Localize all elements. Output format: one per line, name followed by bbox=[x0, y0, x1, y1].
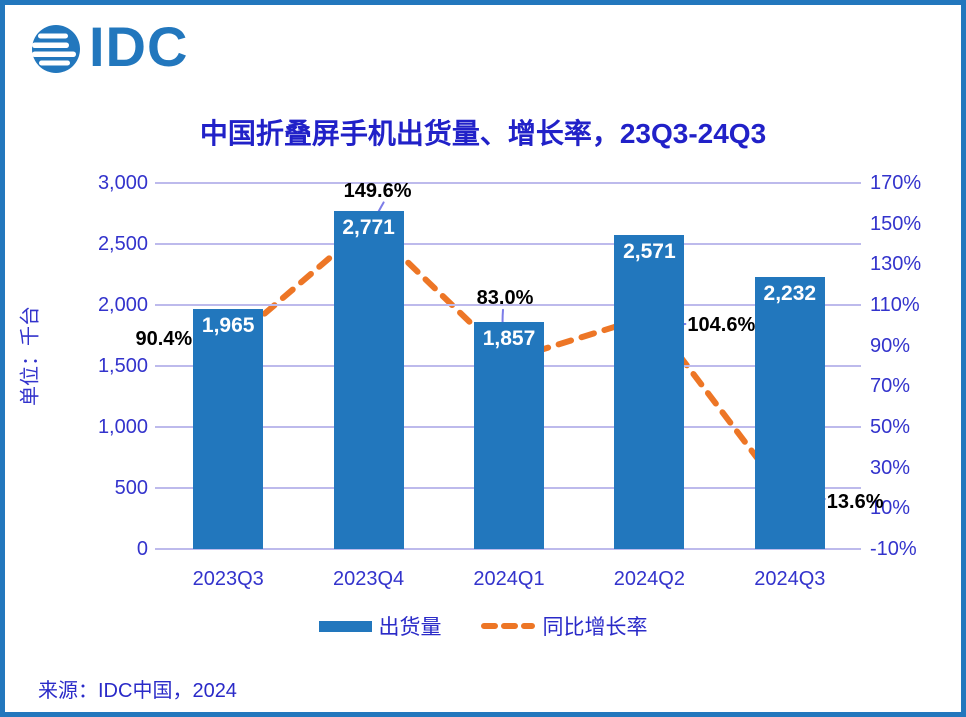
growth-point-label: 13.6% bbox=[826, 491, 884, 513]
bar: 2,771 bbox=[333, 210, 404, 549]
left-axis-tick-label: 500 bbox=[114, 477, 148, 499]
right-axis-tick-label: 30% bbox=[870, 456, 911, 479]
legend-item-growth: 同比增长率 bbox=[480, 611, 648, 641]
gridline bbox=[155, 243, 861, 245]
bar: 2,571 bbox=[614, 235, 685, 549]
x-axis-tick-label: 2023Q3 bbox=[192, 568, 264, 590]
right-axis-tick-label: 130% bbox=[870, 253, 922, 276]
right-axis-tick-label: 150% bbox=[870, 212, 922, 235]
gridline bbox=[155, 548, 861, 550]
right-axis-tick-label: 90% bbox=[870, 334, 911, 357]
legend-bar-label: 出货量 bbox=[378, 616, 442, 639]
growth-point-label: 83.0% bbox=[476, 286, 534, 309]
dashed-line-swatch-icon bbox=[480, 623, 535, 629]
bar-value-label: 2,771 bbox=[342, 215, 395, 239]
gridline bbox=[155, 304, 861, 306]
left-axis-tick-label: 2,000 bbox=[97, 294, 148, 316]
source-note: 来源：IDC中国，2024 bbox=[38, 680, 237, 702]
idc-globe-icon bbox=[32, 25, 80, 73]
left-axis-tick-label: 1,500 bbox=[97, 355, 148, 377]
bar: 1,857 bbox=[474, 322, 544, 549]
bar: 1,965 bbox=[193, 309, 264, 549]
idc-logo-text: IDC bbox=[89, 15, 189, 78]
x-axis-tick-label: 2024Q1 bbox=[473, 568, 545, 590]
growth-point-label: 149.6% bbox=[343, 180, 412, 203]
gridline bbox=[155, 182, 861, 184]
bar-value-label: 2,571 bbox=[623, 240, 676, 264]
left-axis-tick-label: 1,000 bbox=[97, 416, 148, 438]
left-axis-tick-label: 3,000 bbox=[97, 172, 148, 194]
legend-line-label: 同比增长率 bbox=[542, 616, 648, 639]
right-axis-tick-label: 10% bbox=[870, 497, 911, 520]
right-axis-tick-label: 70% bbox=[870, 375, 911, 398]
right-axis-tick-label: 110% bbox=[870, 294, 920, 316]
chart-legend: 出货量 同比增长率 bbox=[5, 611, 961, 641]
bar-value-label: 1,857 bbox=[482, 327, 536, 351]
x-axis-tick-label: 2024Q2 bbox=[613, 568, 685, 590]
growth-point-label: 90.4% bbox=[135, 327, 193, 350]
bar-value-label: 2,232 bbox=[763, 281, 817, 305]
idc-logo: IDC bbox=[30, 18, 230, 80]
legend-item-shipments: 出货量 bbox=[318, 611, 442, 641]
chart-title: 中国折叠屏手机出货量、增长率，23Q3-24Q3 bbox=[199, 118, 767, 149]
x-axis-tick-label: 2023Q4 bbox=[333, 568, 405, 590]
right-axis-tick-label: 170% bbox=[870, 172, 922, 194]
right-axis-tick-label: 50% bbox=[870, 416, 911, 438]
left-axis-tick-label: 2,500 bbox=[97, 233, 148, 255]
bar-value-label: 1,965 bbox=[201, 314, 255, 338]
bar-series-swatch-icon bbox=[318, 620, 372, 632]
right-axis-tick-label: -10% bbox=[870, 538, 917, 560]
growth-point-label: 104.6% bbox=[687, 313, 756, 336]
x-axis-tick-label: 2024Q3 bbox=[754, 568, 826, 590]
left-axis-tick-label: 0 bbox=[136, 538, 148, 560]
bar: 2,232 bbox=[754, 276, 825, 549]
